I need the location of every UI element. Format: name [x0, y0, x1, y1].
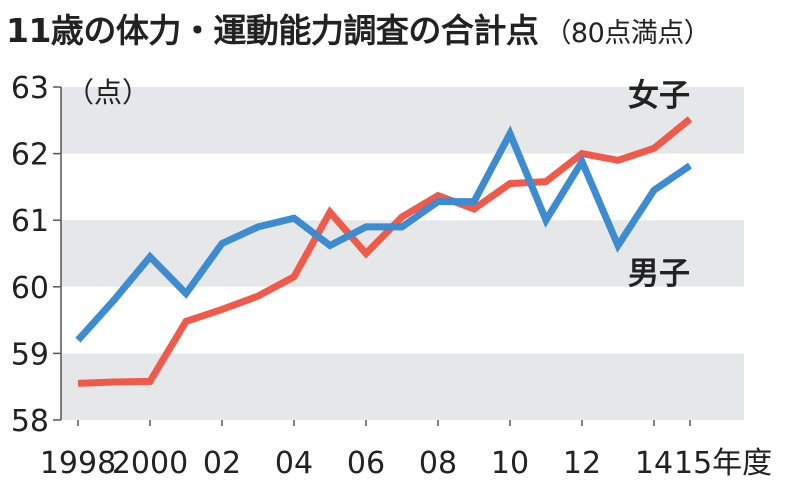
- x-tick-label: 2000: [112, 446, 188, 481]
- band-58-59: [61, 353, 744, 420]
- y-tick-label: 59: [11, 337, 49, 372]
- chart-subtitle: （80点満点）: [544, 18, 711, 49]
- series-lines: [75, 116, 693, 387]
- x-tick-label: 06: [347, 446, 385, 481]
- band-59-60: [61, 286, 744, 354]
- background-bands: [60, 87, 744, 420]
- y-tick-label: 60: [11, 271, 49, 306]
- y-tick-label: 58: [11, 404, 49, 439]
- x-tick-label: 15年度: [674, 446, 772, 481]
- chart-title-main: 11歳の体力・運動能力調査の合計点: [6, 11, 539, 50]
- y-tick-label: 63: [11, 71, 49, 106]
- band-61-62: [61, 153, 744, 221]
- x-tick-label: 08: [419, 446, 457, 481]
- series-line-girls: [77, 116, 693, 387]
- series-label-girls: 女子: [628, 78, 690, 114]
- x-tick-label: 14: [635, 446, 673, 481]
- series-line-boys: [75, 125, 692, 343]
- y-axis-unit-label: （点）: [66, 76, 150, 109]
- chart-title: 11歳の体力・運動能力調査の合計点 （80点満点）: [6, 4, 711, 52]
- x-tick-label: 10: [491, 446, 529, 481]
- x-tick-label: 1998: [40, 446, 116, 481]
- y-axis-ticks: 58 59 60 61 62 63: [11, 71, 61, 439]
- y-tick-label: 62: [11, 138, 49, 173]
- band-62-63: [61, 87, 744, 154]
- x-tick-label: 04: [275, 446, 313, 481]
- x-tick-label: 02: [203, 446, 241, 481]
- series-label-boys: 男子: [628, 256, 690, 292]
- x-tick-label: 12: [563, 446, 601, 481]
- y-tick-label: 61: [11, 204, 49, 239]
